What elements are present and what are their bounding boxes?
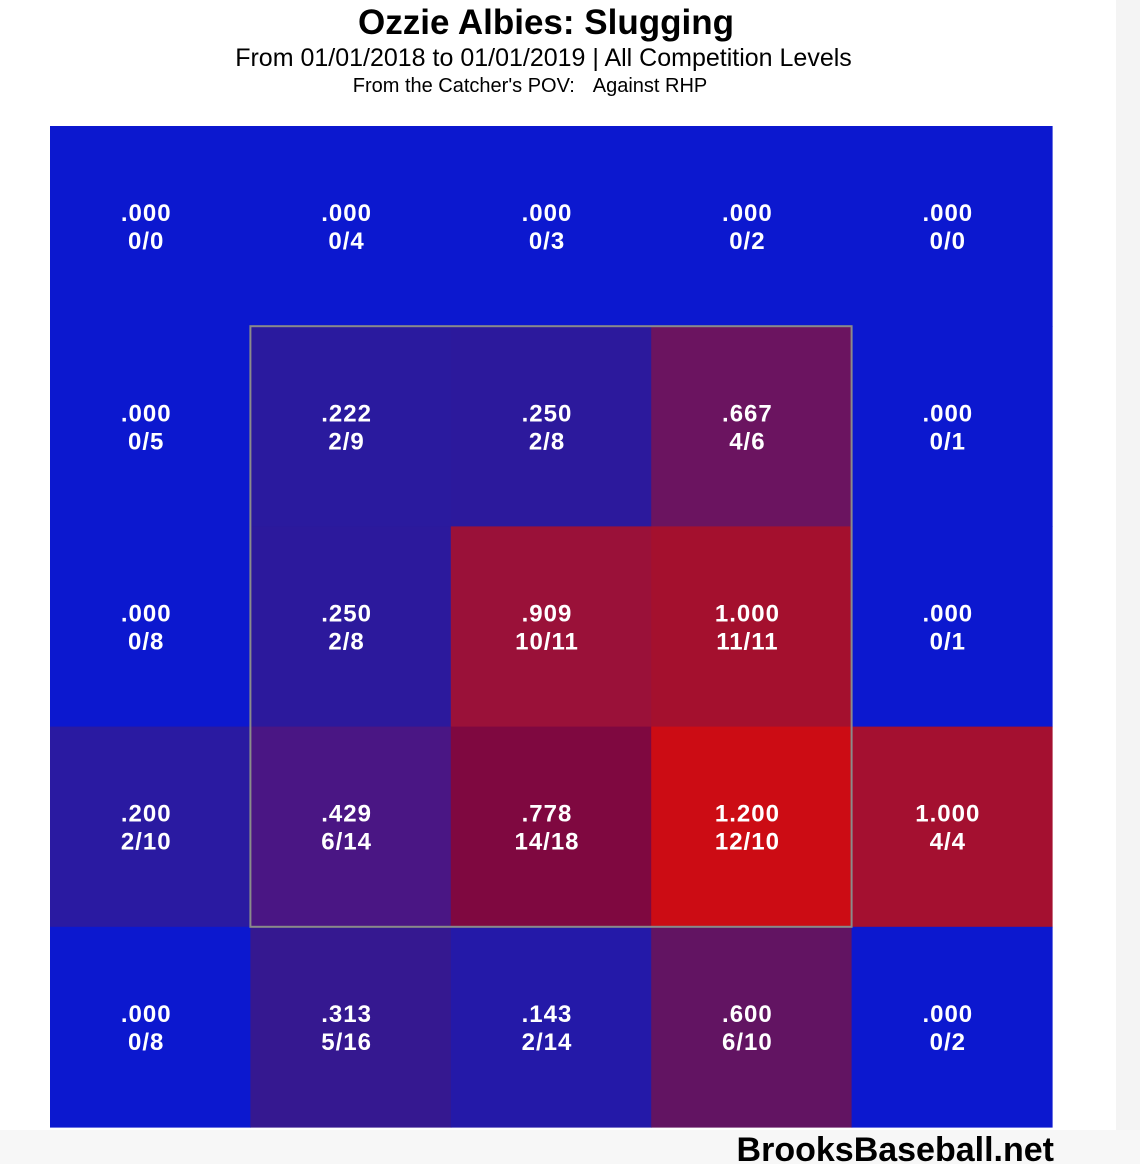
heatmap-cell-r4-c0 — [50, 926, 251, 1128]
cell-ratio-label-r2-c4: 0/1 — [930, 629, 966, 656]
split-label: Against RHP — [592, 75, 708, 97]
cell-value-label-r0-c3: .000 — [722, 200, 773, 227]
heatmap-cell-r1-c1 — [250, 326, 452, 527]
cell-ratio-label-r1-c0: 0/5 — [128, 428, 164, 455]
heatmap-cell-r3-c2 — [450, 726, 652, 928]
heatmap-cell-r1-c3 — [651, 326, 853, 527]
cell-value-label-r0-c4: .000 — [922, 200, 973, 227]
heatmap-cell-r3-c3 — [651, 726, 853, 928]
cell-value-label-r4-c4: .000 — [922, 1001, 973, 1028]
cell-ratio-label-r4-c2: 2/14 — [522, 1029, 573, 1056]
chart-subtitle: From 01/01/2018 to 01/01/2019 | All Comp… — [235, 44, 852, 72]
cell-ratio-label-r0-c4: 0/0 — [930, 228, 966, 255]
cell-ratio-label-r0-c1: 0/4 — [328, 228, 364, 255]
cell-ratio-label-r2-c3: 11/11 — [716, 629, 778, 656]
chart-title: Ozzie Albies: Slugging — [358, 3, 734, 42]
heatmap-cell-r3-c4 — [851, 726, 1053, 928]
heatmap-cell-r0-c4 — [851, 126, 1053, 327]
cell-ratio-label-r2-c0: 0/8 — [128, 629, 164, 656]
cell-ratio-label-r0-c3: 0/2 — [729, 228, 765, 255]
cell-ratio-label-r2-c1: 2/8 — [328, 629, 364, 656]
heatmap-cell-r2-c3 — [651, 526, 853, 728]
heatmap-cell-r4-c4 — [851, 926, 1053, 1128]
page-edge-bottom — [0, 1130, 1140, 1164]
heatmap-cell-r2-c2 — [450, 526, 652, 728]
pov-label: From the Catcher's POV: — [352, 75, 575, 97]
cell-value-label-r4-c3: .600 — [722, 1001, 773, 1028]
cell-ratio-label-r3-c3: 12/10 — [715, 829, 780, 856]
cell-value-label-r2-c3: 1.000 — [715, 601, 780, 628]
cell-ratio-label-r4-c3: 6/10 — [722, 1029, 773, 1056]
heatmap-labels: .0000/0.0000/4.0000/3.0000/2.0000/0.0000… — [121, 200, 980, 1056]
heatmap-cell-r0-c2 — [450, 126, 652, 327]
heatmap-cell-r0-c0 — [50, 126, 251, 327]
cell-ratio-label-r1-c3: 4/6 — [729, 428, 765, 455]
cell-value-label-r2-c2: .909 — [522, 601, 573, 628]
cell-value-label-r3-c1: .429 — [321, 801, 372, 828]
heatmap-cell-r1-c4 — [851, 326, 1053, 527]
cell-ratio-label-r3-c4: 4/4 — [930, 829, 966, 856]
chart-pov-line: From the Catcher's POV: Against RHP — [0, 74, 1060, 99]
heatmap-cell-r0-c1 — [250, 126, 452, 327]
cell-ratio-label-r4-c0: 0/8 — [128, 1029, 164, 1056]
cell-ratio-label-r0-c0: 0/0 — [128, 228, 164, 255]
cell-value-label-r4-c2: .143 — [522, 1001, 573, 1028]
heatmap-cells — [50, 126, 1053, 1128]
cell-ratio-label-r2-c2: 10/11 — [515, 629, 579, 656]
strike-zone-box — [249, 325, 853, 928]
cell-ratio-label-r3-c1: 6/14 — [321, 829, 372, 856]
cell-ratio-label-r3-c2: 14/18 — [514, 829, 579, 856]
cell-value-label-r0-c0: .000 — [121, 200, 172, 227]
cell-value-label-r3-c3: 1.200 — [715, 801, 780, 828]
cell-value-label-r0-c1: .000 — [321, 200, 372, 227]
heatmap-cell-r0-c3 — [651, 126, 853, 327]
cell-value-label-r1-c3: .667 — [722, 400, 773, 427]
cell-ratio-label-r4-c4: 0/2 — [930, 1029, 966, 1056]
cell-value-label-r2-c1: .250 — [321, 601, 372, 628]
cell-value-label-r3-c4: 1.000 — [915, 801, 980, 828]
heatmap-cell-r2-c4 — [851, 526, 1053, 728]
heatmap-cell-r2-c0 — [50, 526, 251, 728]
heatmap-cell-r4-c1 — [250, 926, 452, 1128]
heatmap-cell-r1-c2 — [450, 326, 652, 527]
heatmap-cell-r1-c0 — [50, 326, 251, 527]
cell-ratio-label-r4-c1: 5/16 — [321, 1029, 372, 1056]
cell-ratio-label-r1-c1: 2/9 — [328, 428, 364, 455]
cell-value-label-r4-c0: .000 — [121, 1001, 172, 1028]
cell-value-label-r1-c4: .000 — [922, 400, 973, 427]
cell-value-label-r0-c2: .000 — [522, 200, 573, 227]
cell-ratio-label-r1-c4: 0/1 — [930, 428, 966, 455]
cell-ratio-label-r1-c2: 2/8 — [529, 428, 565, 455]
cell-value-label-r1-c1: .222 — [321, 400, 372, 427]
cell-ratio-label-r3-c0: 2/10 — [121, 829, 172, 856]
heatmap-cell-r4-c2 — [450, 926, 652, 1128]
page-edge-right — [1116, 0, 1140, 1164]
cell-value-label-r2-c4: .000 — [922, 601, 973, 628]
cell-value-label-r1-c2: .250 — [522, 400, 573, 427]
cell-value-label-r2-c0: .000 — [121, 601, 172, 628]
heatmap-cell-r3-c1 — [250, 726, 452, 928]
heatmap-cell-r2-c1 — [250, 526, 452, 728]
cell-value-label-r1-c0: .000 — [121, 400, 172, 427]
cell-value-label-r3-c2: .778 — [522, 801, 573, 828]
cell-ratio-label-r0-c2: 0/3 — [529, 228, 565, 255]
cell-value-label-r4-c1: .313 — [321, 1001, 372, 1028]
heatmap-cell-r4-c3 — [651, 926, 853, 1128]
cell-value-label-r3-c0: .200 — [121, 801, 172, 828]
heatmap-cell-r3-c0 — [50, 726, 251, 928]
brooks-credit: BrooksBaseball.net — [736, 1131, 1054, 1169]
